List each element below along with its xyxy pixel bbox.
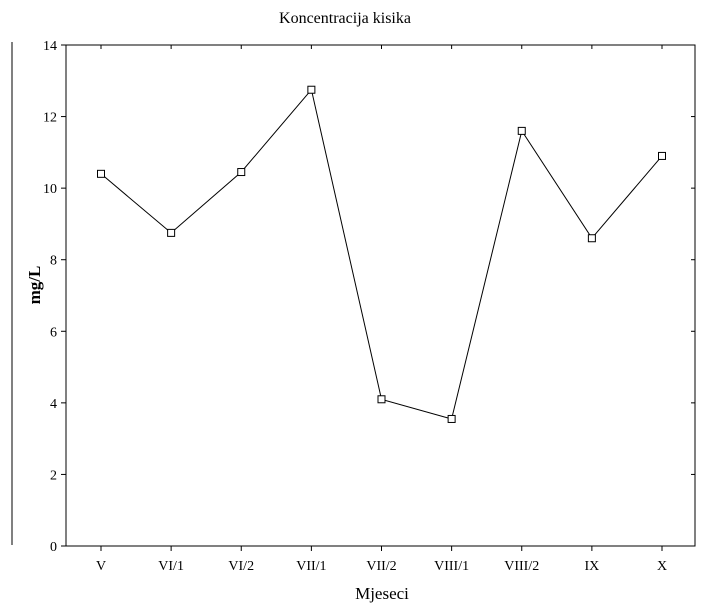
- data-point-marker: [167, 228, 176, 237]
- y-tick-label: 6: [50, 325, 57, 340]
- y-tick-label: 12: [43, 111, 57, 126]
- x-tick-label: VI/2: [228, 559, 254, 574]
- y-tick-label: 4: [50, 397, 57, 412]
- x-tick-label: VIII/2: [504, 559, 539, 574]
- y-tick-label: 14: [43, 39, 57, 54]
- y-tick-label: 0: [50, 540, 57, 555]
- x-tick-label: VI/1: [158, 559, 184, 574]
- x-tick-label: VIII/1: [434, 559, 469, 574]
- data-point-marker: [447, 414, 456, 423]
- x-tick-label: V: [96, 559, 106, 574]
- y-tick-label: 8: [50, 254, 57, 269]
- x-tick-label: IX: [584, 559, 599, 574]
- x-axis-label: Mjeseci: [355, 584, 409, 603]
- plot-frame: [65, 44, 696, 547]
- data-point-marker: [587, 234, 596, 243]
- series-markers: [97, 85, 666, 423]
- data-point-marker: [307, 85, 316, 94]
- data-point-marker: [377, 395, 386, 404]
- series-line: [100, 88, 663, 420]
- y-tick-label: 10: [43, 182, 57, 197]
- data-point-marker: [658, 151, 666, 160]
- data-point-marker: [237, 168, 246, 177]
- data-point-marker: [97, 169, 105, 178]
- x-tick-label: VII/1: [296, 559, 326, 574]
- data-point-marker: [517, 126, 526, 135]
- y-axis-label: mg/L: [25, 266, 44, 305]
- x-axis: V VI/1 VI/2 VII/1 VII/2 VIII/1 VIII/2 IX X: [96, 45, 667, 574]
- y-axis: 0 2 4 6 8 10 12 14: [43, 39, 695, 555]
- x-tick-label: X: [657, 559, 667, 574]
- x-tick-label: VII/2: [366, 559, 396, 574]
- y-tick-label: 2: [50, 468, 57, 483]
- chart-title: Koncentracija kisika: [279, 10, 411, 27]
